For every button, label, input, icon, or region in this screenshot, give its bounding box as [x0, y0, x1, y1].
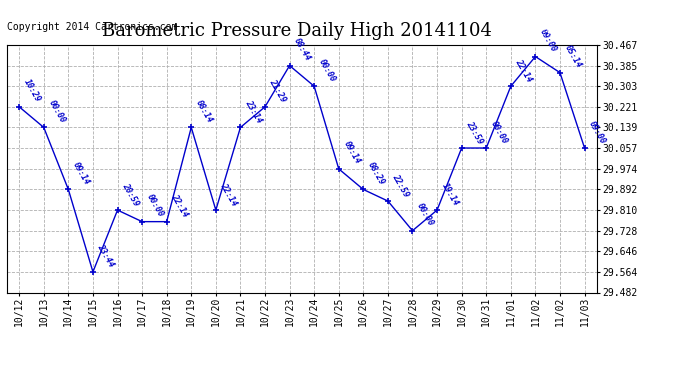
Text: 22:14: 22:14 [170, 193, 190, 219]
Text: 20:59: 20:59 [120, 181, 141, 207]
Text: Copyright 2014 Cartronics.com: Copyright 2014 Cartronics.com [7, 22, 177, 33]
Text: 22:14: 22:14 [513, 57, 534, 83]
Text: 19:14: 19:14 [440, 181, 460, 207]
Text: 09:14: 09:14 [71, 160, 92, 187]
Text: 05:14: 05:14 [563, 44, 583, 70]
Text: 00:00: 00:00 [145, 193, 165, 219]
Text: Barometric Pressure Daily High 20141104: Barometric Pressure Daily High 20141104 [101, 22, 492, 40]
Text: 00:00: 00:00 [317, 57, 337, 83]
Text: 21:29: 21:29 [268, 78, 288, 104]
Text: 23:44: 23:44 [96, 243, 116, 269]
Text: 09:14: 09:14 [342, 140, 362, 166]
Text: 09:00: 09:00 [538, 28, 558, 54]
Text: 08:44: 08:44 [293, 37, 313, 63]
Text: 22:14: 22:14 [219, 181, 239, 207]
Text: 22:59: 22:59 [391, 172, 411, 198]
Text: 10:29: 10:29 [22, 78, 42, 104]
Text: 09:00: 09:00 [587, 119, 608, 145]
Text: 00:00: 00:00 [46, 99, 67, 124]
Text: 23:14: 23:14 [243, 99, 264, 124]
Text: 00:00: 00:00 [489, 119, 509, 145]
Text: 08:14: 08:14 [194, 99, 215, 124]
Text: 08:29: 08:29 [366, 160, 386, 187]
Text: 00:00: 00:00 [415, 202, 435, 228]
Text: 23:59: 23:59 [464, 119, 485, 145]
Text: Pressure  (Inches/Hg): Pressure (Inches/Hg) [492, 26, 605, 36]
